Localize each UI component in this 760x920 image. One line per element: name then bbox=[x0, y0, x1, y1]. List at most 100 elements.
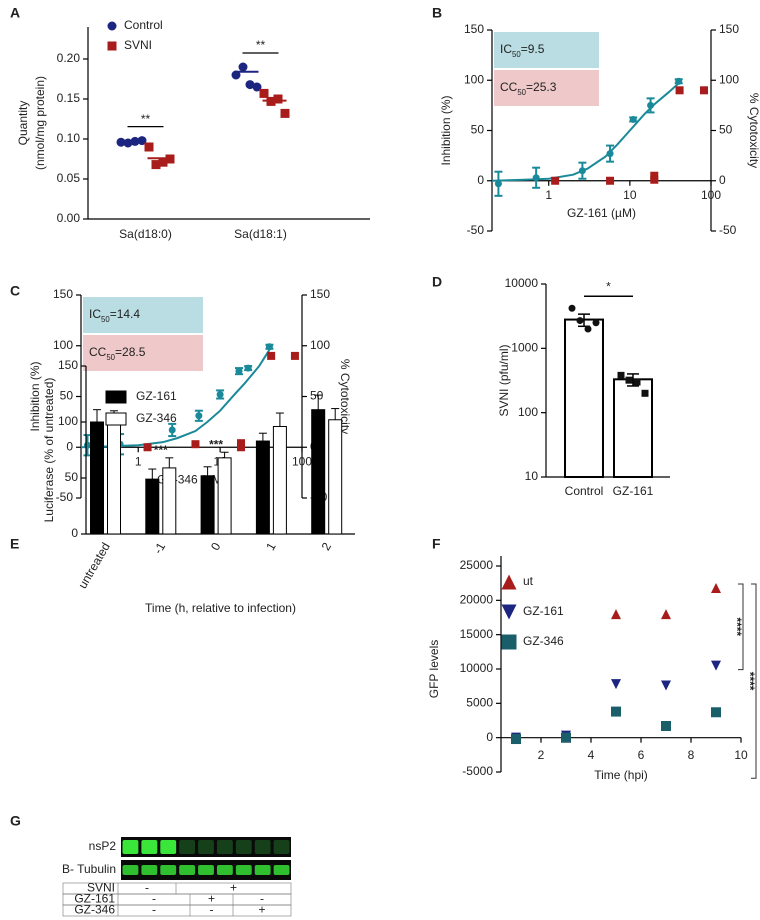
y-tick-label: -50 bbox=[719, 223, 737, 237]
box-text: 50 bbox=[517, 88, 526, 97]
box-label: IC50=14.4 bbox=[89, 307, 140, 323]
bar bbox=[162, 467, 177, 535]
y-tick-label: 0 bbox=[486, 730, 493, 744]
y-tick-label: -50 bbox=[56, 490, 74, 504]
table-cell: - bbox=[210, 903, 214, 917]
legend-label: Control bbox=[124, 18, 163, 32]
blot-band bbox=[273, 840, 290, 854]
y-tick-label: 0.10 bbox=[57, 131, 81, 145]
y-tick-label: 15000 bbox=[460, 627, 494, 641]
inhibition-point bbox=[675, 77, 683, 85]
inhibition-point bbox=[235, 367, 243, 375]
significance-label: *** bbox=[209, 437, 223, 451]
data-point bbox=[641, 389, 649, 397]
x-tick-label: 8 bbox=[688, 748, 695, 762]
x-tick-label: 10 bbox=[734, 748, 748, 762]
y-tick-label: -5000 bbox=[462, 764, 493, 778]
y2-axis-label: % Cytotoxicity bbox=[747, 93, 760, 168]
x-tick-label: 1 bbox=[135, 454, 142, 468]
data-point bbox=[252, 82, 262, 92]
y-tick-label: 0.00 bbox=[57, 211, 81, 225]
fit-curve bbox=[491, 82, 680, 182]
data-point bbox=[280, 108, 290, 118]
y-tick-label: 150 bbox=[310, 287, 330, 301]
cytotoxicity-point bbox=[551, 176, 560, 185]
legend-swatch bbox=[105, 390, 127, 404]
data-point bbox=[611, 679, 621, 690]
y-tick-label: 50 bbox=[310, 389, 324, 403]
blot-band bbox=[122, 840, 139, 854]
y-tick-label: 50 bbox=[471, 123, 485, 137]
cytotoxicity-point bbox=[675, 86, 684, 95]
cytotoxicity-point bbox=[267, 351, 276, 360]
y-tick-label: 5000 bbox=[466, 696, 493, 710]
legend-label: GZ-161 bbox=[136, 389, 177, 403]
blot-band bbox=[198, 865, 214, 875]
legend-marker bbox=[501, 574, 517, 590]
x-tick-label: 4 bbox=[588, 748, 595, 762]
x-tick-label: 100 bbox=[292, 454, 312, 468]
x-tick-label: 1 bbox=[263, 540, 279, 553]
blot-band bbox=[141, 840, 158, 854]
blot-band bbox=[273, 865, 290, 875]
box-text: =9.5 bbox=[521, 42, 545, 56]
y-tick-label: 150 bbox=[53, 287, 73, 301]
table-cell: + bbox=[208, 892, 215, 906]
data-point bbox=[711, 707, 721, 718]
data-point bbox=[633, 378, 641, 386]
inhibition-point bbox=[606, 150, 614, 158]
bar bbox=[564, 318, 604, 478]
y-tick-label: 0 bbox=[71, 526, 78, 540]
legend-marker bbox=[107, 21, 117, 31]
data-point bbox=[273, 94, 283, 104]
table-row bbox=[62, 904, 292, 917]
significance-label: **** bbox=[743, 672, 757, 691]
data-point bbox=[625, 376, 633, 384]
panel-letter: A bbox=[10, 5, 20, 21]
significance-bracket bbox=[738, 583, 744, 671]
table-row-label: GZ-346 bbox=[74, 903, 115, 917]
y-tick-label: 10000 bbox=[505, 276, 539, 290]
inhibition-point bbox=[195, 412, 203, 420]
bar bbox=[255, 440, 270, 535]
y-tick-label: 0.20 bbox=[57, 51, 81, 65]
table-cell: + bbox=[230, 881, 237, 895]
box-text: =14.4 bbox=[110, 307, 141, 321]
data-point bbox=[144, 142, 154, 152]
significance-label: ** bbox=[256, 38, 266, 52]
significance-label: * bbox=[606, 279, 611, 293]
bar bbox=[328, 419, 343, 535]
y-tick-label: 50 bbox=[719, 123, 733, 137]
cytotoxicity-point bbox=[290, 351, 299, 360]
box-text: =28.5 bbox=[115, 345, 146, 359]
bar bbox=[145, 478, 160, 535]
table-cell: - bbox=[152, 892, 156, 906]
y-tick-label: 0.05 bbox=[57, 171, 81, 185]
value-box bbox=[494, 32, 599, 68]
x-axis-label: GZ-161 (µM) bbox=[567, 206, 636, 220]
x-tick-label: -1 bbox=[151, 540, 169, 557]
y-tick-label: 0.15 bbox=[57, 91, 81, 105]
cytotoxicity-point bbox=[237, 443, 246, 452]
data-point bbox=[611, 609, 621, 620]
blot-band bbox=[216, 840, 233, 854]
y-tick-label: 150 bbox=[719, 22, 739, 36]
box-text: 50 bbox=[512, 50, 521, 59]
significance-label: ** bbox=[141, 112, 151, 126]
table-cell: - bbox=[145, 881, 149, 895]
y-tick-label: 0 bbox=[477, 173, 484, 187]
blot-band bbox=[254, 865, 271, 875]
data-point bbox=[584, 325, 592, 333]
blot-band bbox=[235, 840, 252, 854]
inhibition-point bbox=[494, 180, 502, 188]
y-tick-label: 100 bbox=[518, 405, 538, 419]
x-tick-label: Sa(d18:0) bbox=[119, 227, 172, 241]
y-axis-label: GFP levels bbox=[427, 640, 441, 698]
box-text: IC bbox=[89, 307, 101, 321]
cytotoxicity-point bbox=[143, 443, 152, 452]
inhibition-point bbox=[244, 364, 252, 372]
inhibition-point bbox=[168, 426, 176, 434]
fit-curve bbox=[80, 349, 271, 449]
blot-band bbox=[198, 840, 214, 854]
